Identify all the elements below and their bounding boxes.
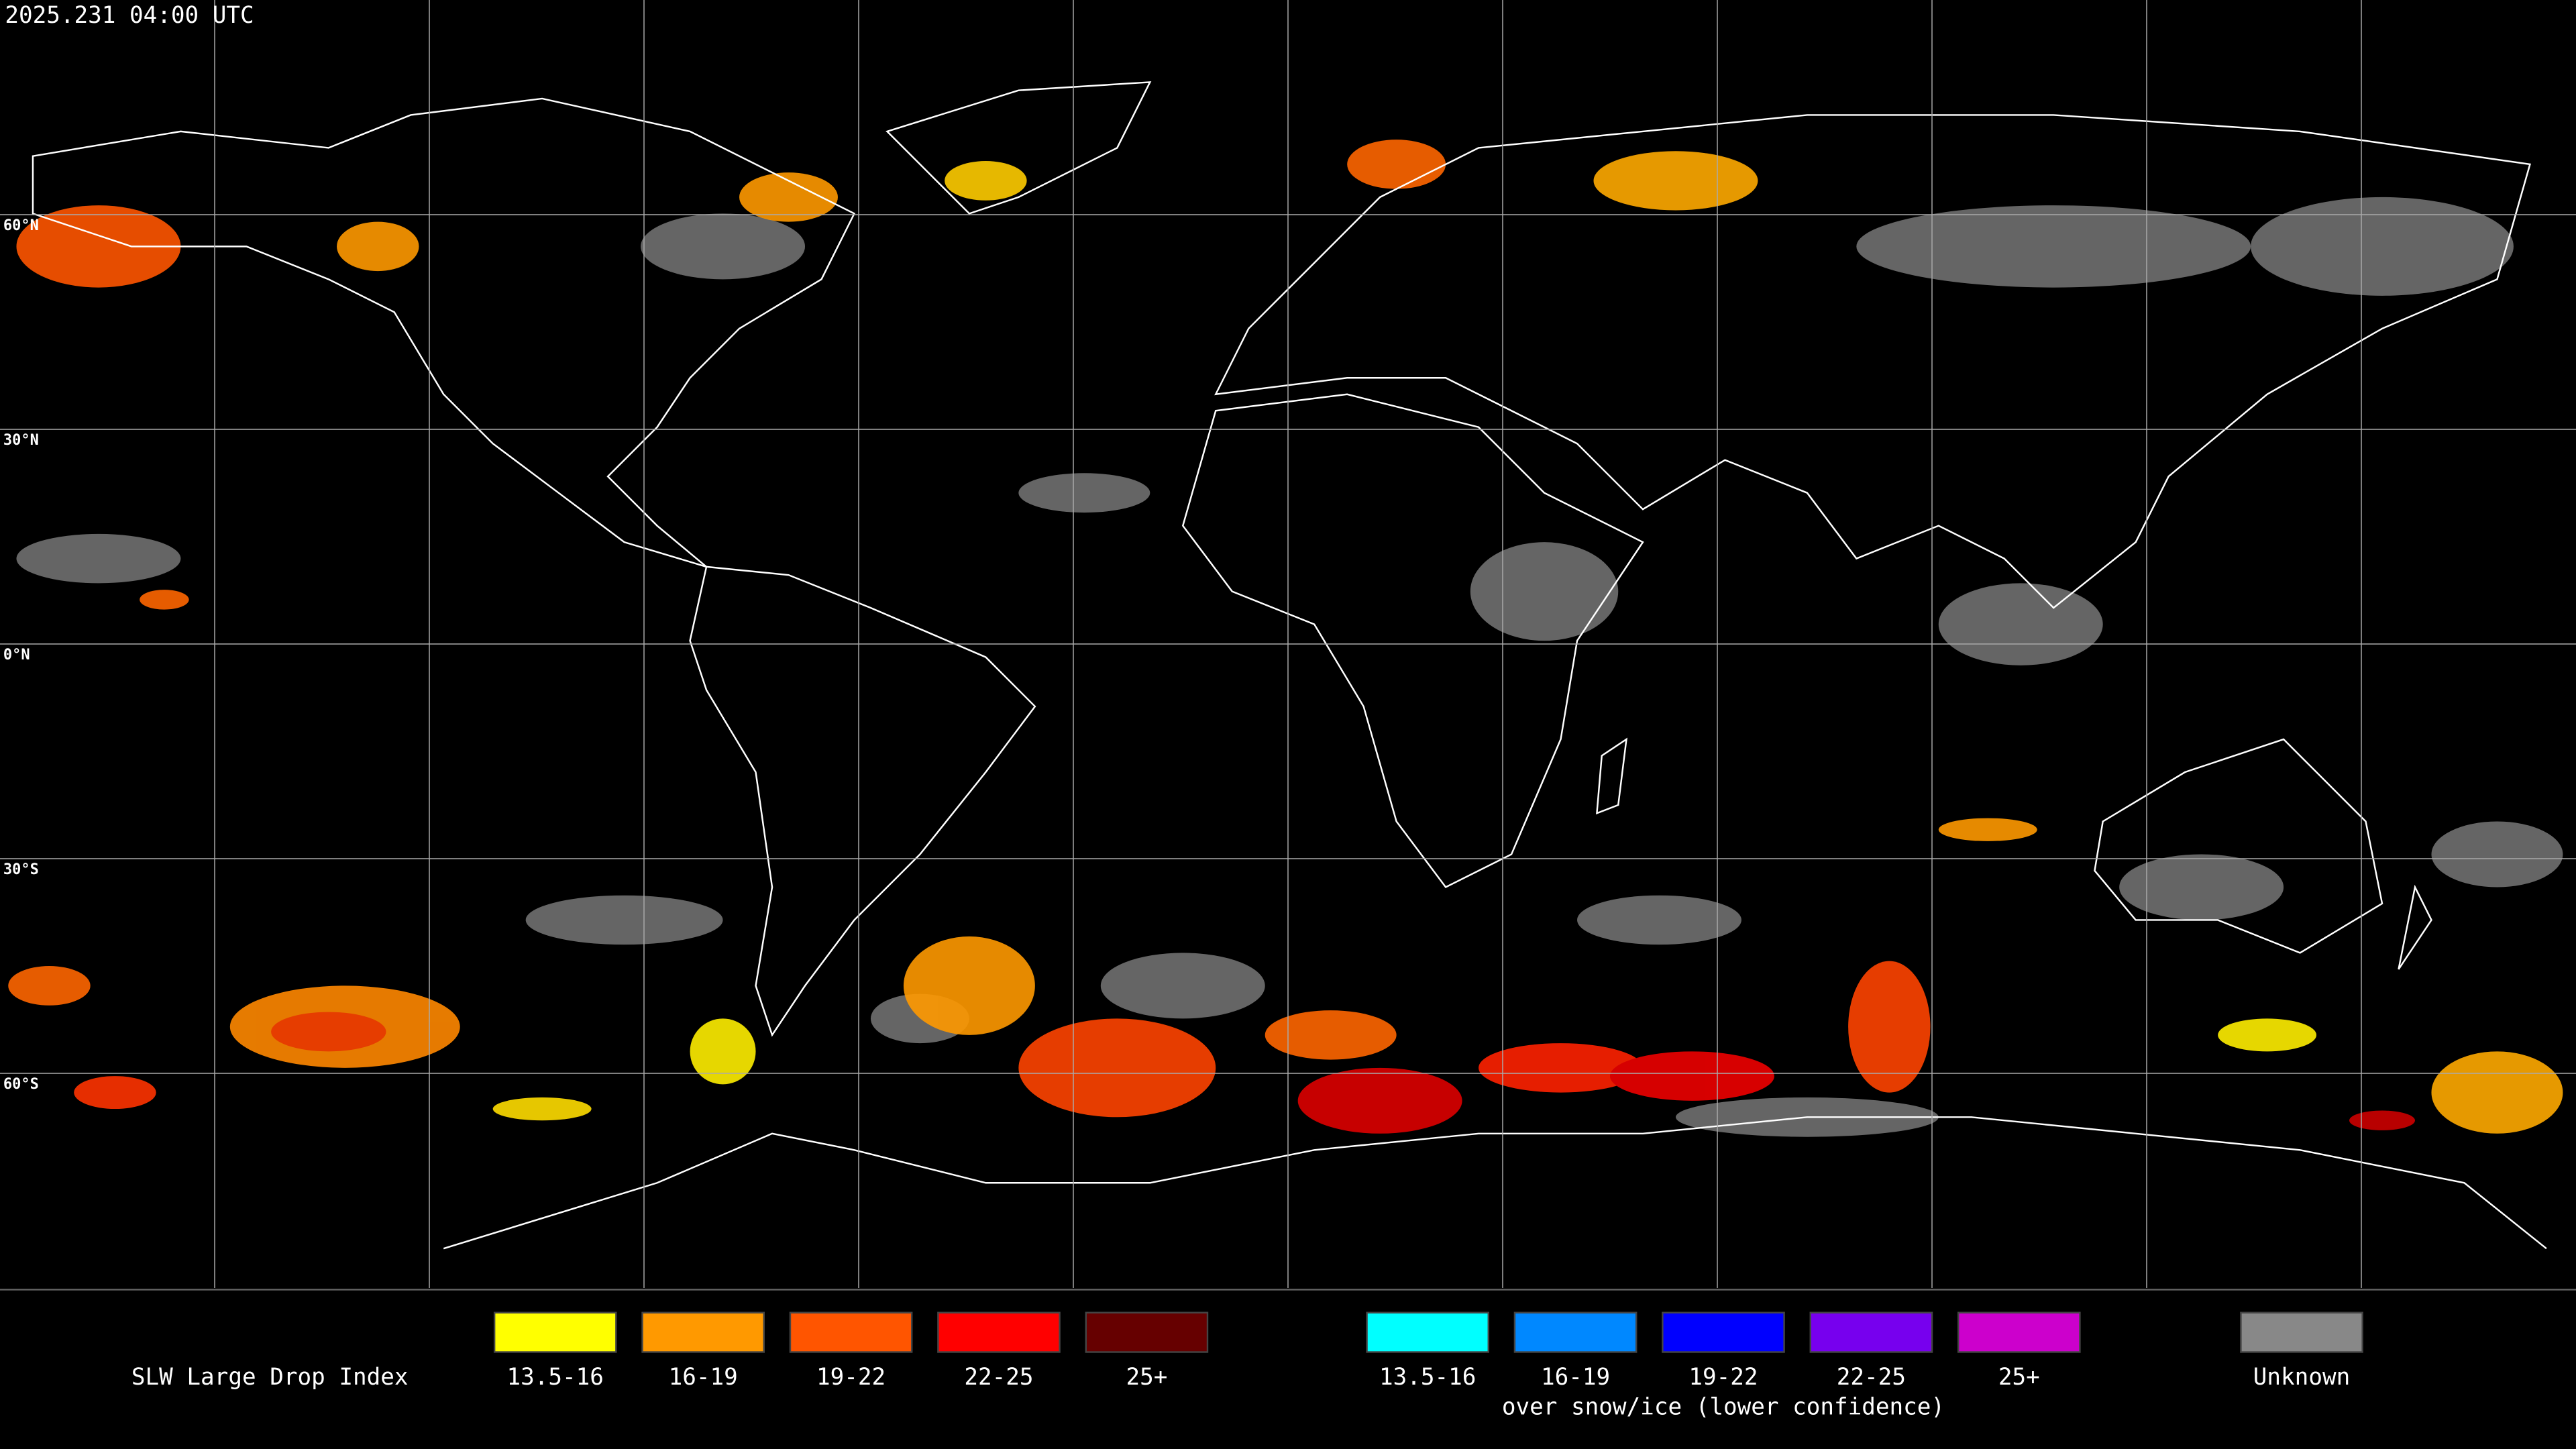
legend-swatch xyxy=(1662,1311,1785,1353)
coastlines xyxy=(32,81,2547,1250)
legend-title: SLW Large Drop Index xyxy=(131,1364,409,1391)
legend-swatch xyxy=(1957,1311,2081,1353)
legend-swatch xyxy=(641,1311,765,1353)
legend-label: 13.5-16 xyxy=(1379,1364,1476,1391)
legend-swatch xyxy=(1809,1311,1933,1353)
legend-label: 22-25 xyxy=(1837,1364,1906,1391)
graticule: 60°N 30°N 0°N 30°S 60°S xyxy=(0,0,2576,1288)
legend-label: 16-19 xyxy=(669,1364,738,1391)
legend-label: Unknown xyxy=(2253,1364,2350,1391)
cloud-field xyxy=(8,140,2563,1137)
legend-swatch xyxy=(1513,1311,1638,1353)
legend-swatch xyxy=(1085,1311,1209,1353)
legend-label: 16-19 xyxy=(1541,1364,1610,1391)
legend-swatch xyxy=(1366,1311,1489,1353)
latitude-label: 30°S xyxy=(3,861,39,878)
latitude-label: 60°S xyxy=(3,1076,39,1093)
legend-label: 25+ xyxy=(1126,1364,1167,1391)
legend-label: 25+ xyxy=(1998,1364,2040,1391)
legend-label: 19-22 xyxy=(816,1364,885,1391)
legend-swatch xyxy=(789,1311,913,1353)
latitude-label: 60°N xyxy=(3,217,39,234)
legend-swatch xyxy=(493,1311,617,1353)
latitude-label: 0°N xyxy=(3,647,30,663)
legend: 13.5-16 16-19 19-22 22-25 25+ 13.5-16 16-19 19-… xyxy=(493,1311,2363,1420)
legend-label: 13.5-16 xyxy=(507,1364,604,1391)
legend-caption: over snow/ice (lower confidence) xyxy=(1502,1393,1945,1420)
timestamp: 2025.231 04:00 UTC xyxy=(5,2,254,29)
legend-label: 22-25 xyxy=(964,1364,1033,1391)
legend-swatch xyxy=(937,1311,1061,1353)
legend-swatch xyxy=(2240,1311,2363,1353)
legend-label: 19-22 xyxy=(1688,1364,1758,1391)
latitude-label: 30°N xyxy=(3,432,39,449)
